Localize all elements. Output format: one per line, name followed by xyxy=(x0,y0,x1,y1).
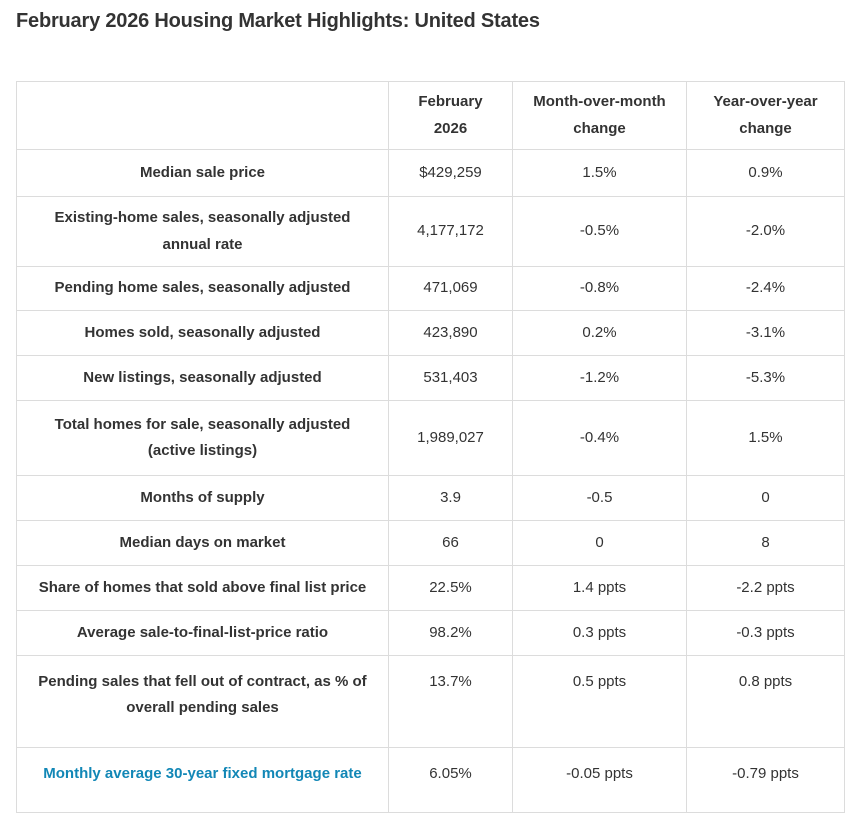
yoy-value: -2.0% xyxy=(686,196,845,267)
mortgage-rate-link[interactable]: Monthly average 30-year fixed mortgage r… xyxy=(43,765,362,782)
period-value: 13.7% xyxy=(388,655,513,748)
metric-label: Median days on market xyxy=(16,520,389,566)
yoy-value: -0.79 ppts xyxy=(686,747,845,813)
mom-value: -1.2% xyxy=(512,355,687,401)
yoy-value: -3.1% xyxy=(686,310,845,356)
mom-value: 0.3 ppts xyxy=(512,610,687,656)
period-value: 423,890 xyxy=(388,310,513,356)
metric-label: Median sale price xyxy=(16,149,389,197)
header-row: February 2026 Month-over-month change Ye… xyxy=(16,81,845,150)
housing-highlights-table: February 2026 Month-over-month change Ye… xyxy=(16,81,845,813)
table-row: Average sale-to-final-list-price ratio 9… xyxy=(16,610,845,656)
period-value: 471,069 xyxy=(388,266,513,311)
yoy-value: 8 xyxy=(686,520,845,566)
column-header-period: February 2026 xyxy=(388,81,513,150)
metric-label: Months of supply xyxy=(16,475,389,521)
mom-value: -0.8% xyxy=(512,266,687,311)
table-row: Months of supply 3.9 -0.5 0 xyxy=(16,475,845,521)
yoy-value: -2.4% xyxy=(686,266,845,311)
period-value: 531,403 xyxy=(388,355,513,401)
page-title: February 2026 Housing Market Highlights:… xyxy=(16,10,540,32)
metric-label: Average sale-to-final-list-price ratio xyxy=(16,610,389,656)
metric-label: New listings, seasonally adjusted xyxy=(16,355,389,401)
mom-value: 0 xyxy=(512,520,687,566)
table-row: Monthly average 30-year fixed mortgage r… xyxy=(16,747,845,813)
mom-value: -0.5% xyxy=(512,196,687,267)
mom-value: 1.5% xyxy=(512,149,687,197)
period-value: $429,259 xyxy=(388,149,513,197)
metric-label: Existing-home sales, seasonally adjusted… xyxy=(16,196,389,267)
metric-label: Monthly average 30-year fixed mortgage r… xyxy=(16,747,389,813)
table-row: Median sale price $429,259 1.5% 0.9% xyxy=(16,149,845,197)
metric-label: Pending sales that fell out of contract,… xyxy=(16,655,389,748)
table-row: Existing-home sales, seasonally adjusted… xyxy=(16,196,845,267)
table-row: Pending home sales, seasonally adjusted … xyxy=(16,266,845,311)
metric-label: Total homes for sale, seasonally adjuste… xyxy=(16,400,389,476)
column-header-yoy: Year-over-year change xyxy=(686,81,845,150)
table-row: Share of homes that sold above final lis… xyxy=(16,565,845,611)
yoy-value: -0.3 ppts xyxy=(686,610,845,656)
mom-value: 1.4 ppts xyxy=(512,565,687,611)
period-value: 66 xyxy=(388,520,513,566)
metric-label: Homes sold, seasonally adjusted xyxy=(16,310,389,356)
metric-label: Share of homes that sold above final lis… xyxy=(16,565,389,611)
yoy-value: -2.2 ppts xyxy=(686,565,845,611)
period-value: 1,989,027 xyxy=(388,400,513,476)
period-value: 98.2% xyxy=(388,610,513,656)
mom-value: -0.5 xyxy=(512,475,687,521)
yoy-value: -5.3% xyxy=(686,355,845,401)
table-row: Homes sold, seasonally adjusted 423,890 … xyxy=(16,310,845,356)
yoy-value: 0 xyxy=(686,475,845,521)
mom-value: -0.05 ppts xyxy=(512,747,687,813)
period-value: 6.05% xyxy=(388,747,513,813)
table-row: Median days on market 66 0 8 xyxy=(16,520,845,566)
period-value: 3.9 xyxy=(388,475,513,521)
table-row: New listings, seasonally adjusted 531,40… xyxy=(16,355,845,401)
yoy-value: 0.9% xyxy=(686,149,845,197)
mom-value: -0.4% xyxy=(512,400,687,476)
yoy-value: 0.8 ppts xyxy=(686,655,845,748)
yoy-value: 1.5% xyxy=(686,400,845,476)
table-row: Total homes for sale, seasonally adjuste… xyxy=(16,400,845,476)
period-value: 22.5% xyxy=(388,565,513,611)
period-value: 4,177,172 xyxy=(388,196,513,267)
metric-label: Pending home sales, seasonally adjusted xyxy=(16,266,389,311)
mom-value: 0.2% xyxy=(512,310,687,356)
mom-value: 0.5 ppts xyxy=(512,655,687,748)
corner-cell xyxy=(16,81,389,150)
column-header-mom: Month-over-month change xyxy=(512,81,687,150)
table-row: Pending sales that fell out of contract,… xyxy=(16,655,845,748)
